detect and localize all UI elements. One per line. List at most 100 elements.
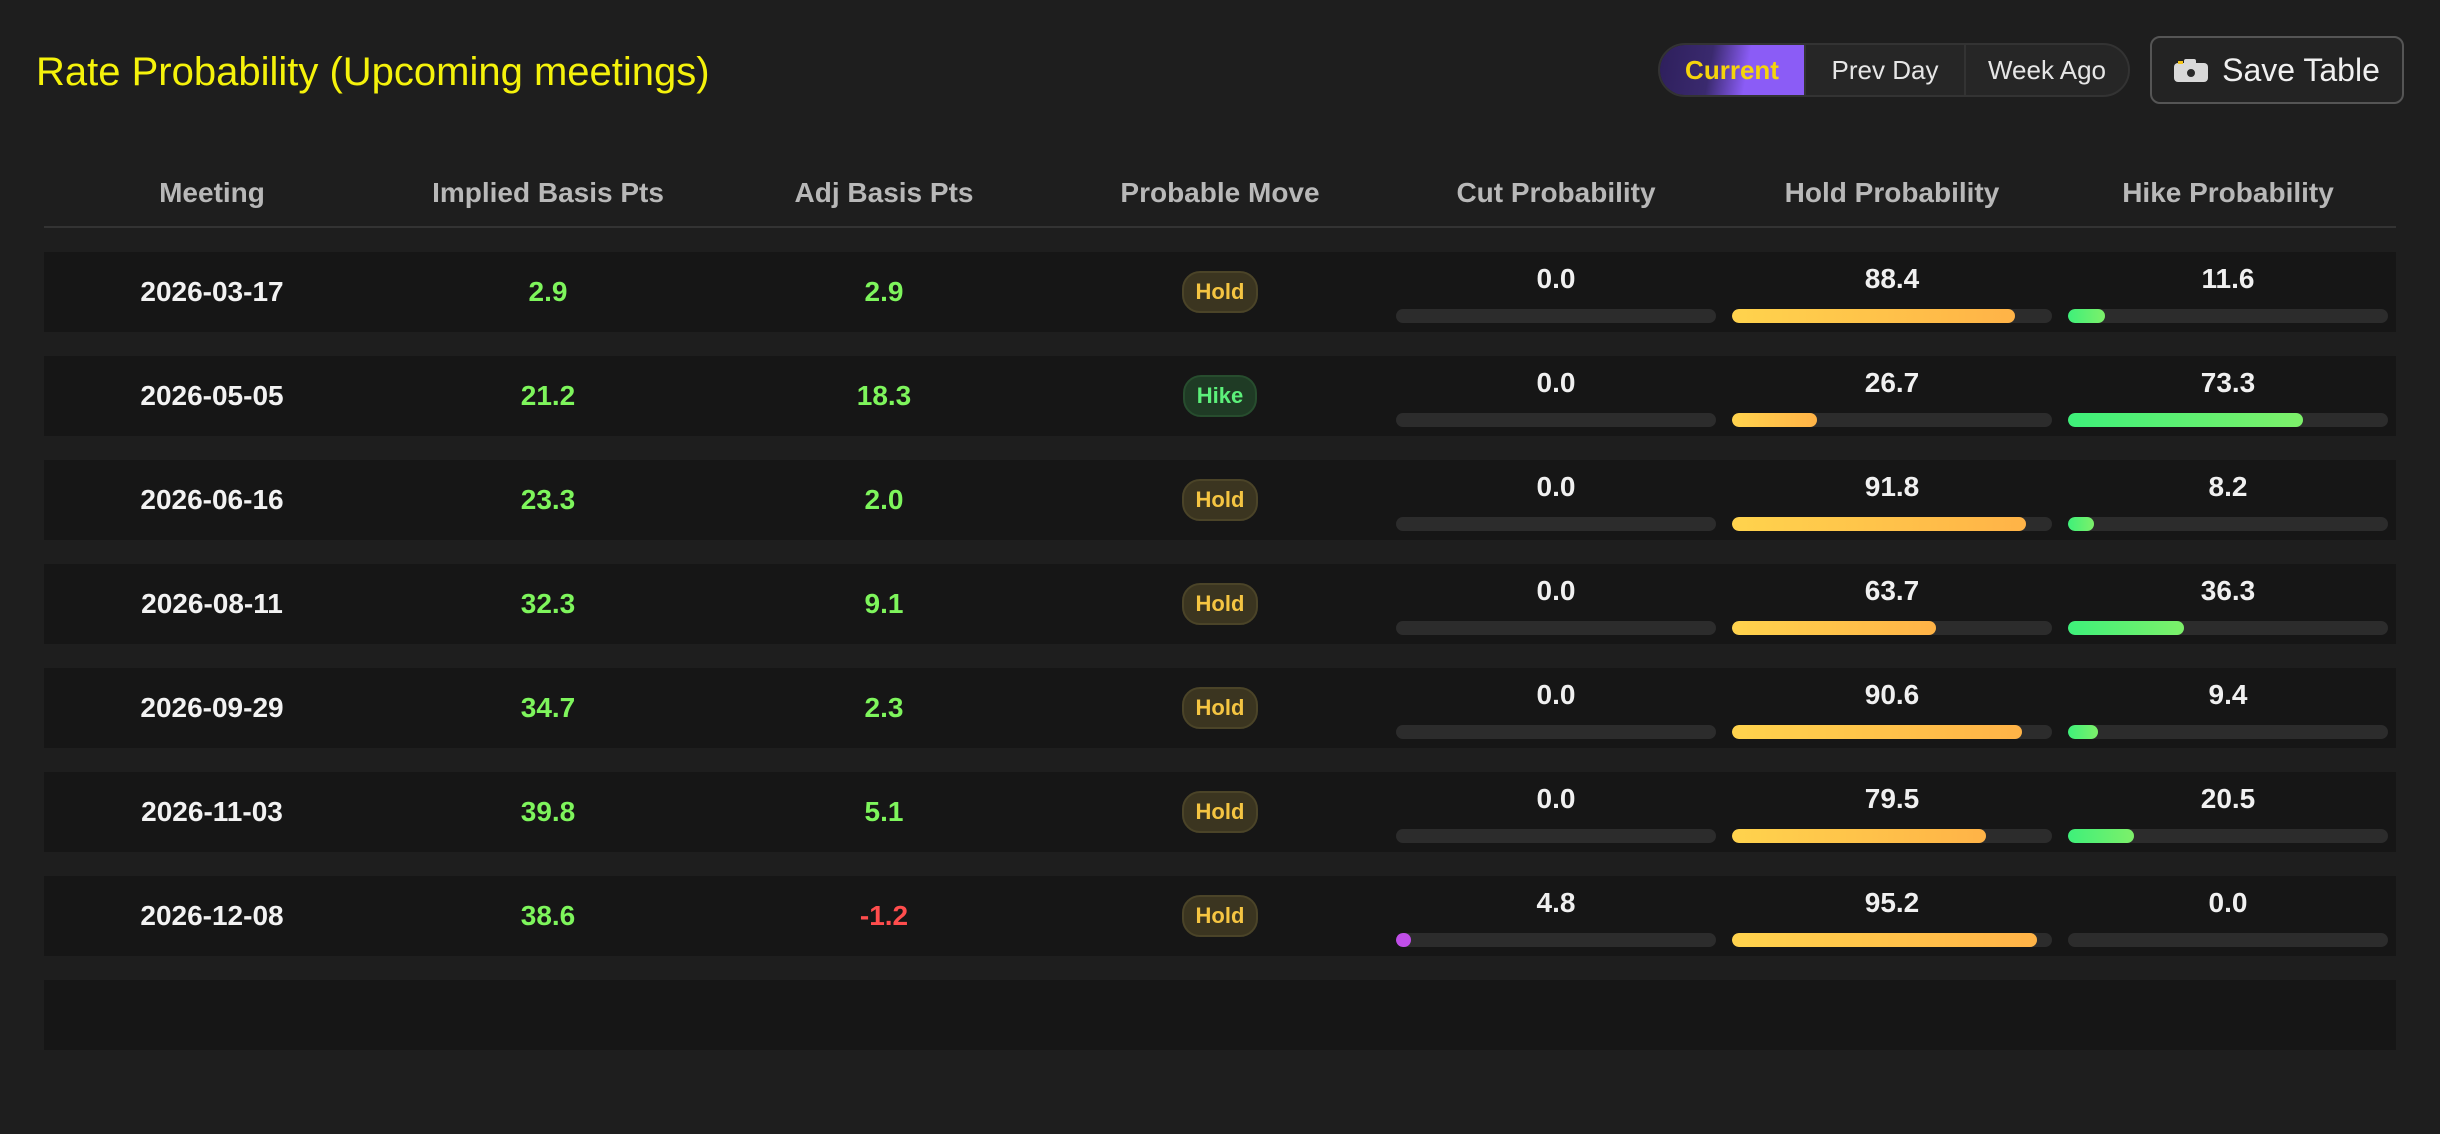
hold-probability-bar <box>1732 725 2052 739</box>
meeting-date: 2026-03-17 <box>44 252 380 332</box>
hold-probability-value: 90.6 <box>1864 679 1920 710</box>
implied-basis-pts: 2.9 <box>380 252 716 332</box>
hold-probability-value: 63.7 <box>1864 575 1920 606</box>
probable-move-badge: Hold <box>1181 479 1259 521</box>
view-toggle: Current Prev Day Week Ago <box>1658 43 2130 97</box>
hike-probability-bar <box>2068 725 2388 739</box>
probable-move-cell: Hold <box>1052 564 1388 644</box>
column-header-adj-basis-pts[interactable]: Adj Basis Pts <box>716 160 1052 228</box>
cut-probability-bar <box>1396 829 1716 843</box>
hike-probability-value: 36.3 <box>2200 575 2256 606</box>
table-row: 2026-05-05 21.2 18.3 Hike 0.0 26.7 73.3 <box>44 356 2396 436</box>
probable-move-badge: Hold <box>1181 271 1259 313</box>
meeting-date: 2026-05-05 <box>44 356 380 436</box>
hike-probability-bar-fill <box>2068 621 2185 635</box>
hold-probability-cell: 95.2 <box>1724 876 2060 956</box>
hold-probability-value: 91.8 <box>1864 471 1920 502</box>
hold-probability-value: 95.2 <box>1864 887 1920 918</box>
hold-probability-cell: 90.6 <box>1724 668 2060 748</box>
column-header-hike-probability[interactable]: Hike Probability <box>2060 160 2396 228</box>
meeting-date: 2026-08-11 <box>44 564 380 644</box>
meeting-date: 2026-06-16 <box>44 460 380 540</box>
page-title: Rate Probability (Upcoming meetings) <box>36 50 710 94</box>
implied-basis-pts: 38.6 <box>380 876 716 956</box>
hold-probability-value: 26.7 <box>1864 367 1920 398</box>
hike-probability-bar-fill <box>2068 517 2095 531</box>
cut-probability-value: 0.0 <box>1536 575 1576 606</box>
adj-basis-pts: 9.1 <box>716 564 1052 644</box>
meeting-date: 2026-09-29 <box>44 668 380 748</box>
column-header-implied-basis-pts[interactable]: Implied Basis Pts <box>380 160 716 228</box>
adj-basis-pts: -1.2 <box>716 876 1052 956</box>
cut-probability-value: 0.0 <box>1536 471 1576 502</box>
column-header-meeting[interactable]: Meeting <box>44 160 380 228</box>
hold-probability-bar <box>1732 309 2052 323</box>
cut-probability-cell: 0.0 <box>1388 564 1724 644</box>
implied-basis-pts: 32.3 <box>380 564 716 644</box>
implied-basis-pts: 39.8 <box>380 772 716 852</box>
probable-move-cell: Hold <box>1052 772 1388 852</box>
save-table-button[interactable]: Save Table <box>2150 36 2404 104</box>
cut-probability-bar <box>1396 725 1716 739</box>
hike-probability-cell: 11.6 <box>2060 252 2396 332</box>
hike-probability-bar <box>2068 829 2388 843</box>
probable-move-cell: Hold <box>1052 460 1388 540</box>
hold-probability-bar <box>1732 413 2052 427</box>
camera-icon <box>2174 58 2209 82</box>
adj-basis-pts: 5.1 <box>716 772 1052 852</box>
cut-probability-value: 0.0 <box>1536 367 1576 398</box>
probable-move-badge: Hold <box>1181 583 1259 625</box>
adj-basis-pts: 2.0 <box>716 460 1052 540</box>
adj-basis-pts: 2.3 <box>716 668 1052 748</box>
hold-probability-value: 79.5 <box>1864 783 1920 814</box>
hike-probability-value: 0.0 <box>2208 887 2248 918</box>
hike-probability-value: 11.6 <box>2201 263 2255 294</box>
probable-move-cell: Hold <box>1052 876 1388 956</box>
hike-probability-bar <box>2068 309 2388 323</box>
toggle-current[interactable]: Current <box>1660 45 1804 95</box>
hold-probability-bar <box>1732 517 2052 531</box>
probable-move-badge: Hold <box>1181 895 1259 937</box>
probable-move-badge: Hike <box>1182 375 1258 417</box>
cut-probability-bar <box>1396 517 1716 531</box>
hike-probability-value: 8.2 <box>2208 471 2248 502</box>
hold-probability-bar-fill <box>1732 829 1987 843</box>
hold-probability-bar-fill <box>1732 517 2026 531</box>
empty-table-row <box>44 980 2396 1050</box>
hike-probability-bar <box>2068 517 2388 531</box>
cut-probability-bar-fill <box>1396 933 1412 947</box>
cut-probability-cell: 0.0 <box>1388 460 1724 540</box>
cut-probability-value: 0.0 <box>1536 679 1576 710</box>
rate-probability-table: Meeting Implied Basis Pts Adj Basis Pts … <box>44 160 2396 1050</box>
cut-probability-value: 0.0 <box>1536 783 1576 814</box>
toggle-week-ago[interactable]: Week Ago <box>1964 45 2128 95</box>
cut-probability-bar <box>1396 413 1716 427</box>
cut-probability-bar <box>1396 621 1716 635</box>
implied-basis-pts: 23.3 <box>380 460 716 540</box>
table-body: 2026-03-17 2.9 2.9 Hold 0.0 88.4 11.6 2026-05-0… <box>44 228 2396 1050</box>
probable-move-cell: Hold <box>1052 668 1388 748</box>
toggle-prev-day[interactable]: Prev Day <box>1804 45 1964 95</box>
hike-probability-bar-fill <box>2068 413 2303 427</box>
hike-probability-bar <box>2068 621 2388 635</box>
hike-probability-value: 9.4 <box>2208 679 2248 710</box>
hold-probability-cell: 63.7 <box>1724 564 2060 644</box>
hold-probability-bar-fill <box>1732 725 2022 739</box>
implied-basis-pts: 34.7 <box>380 668 716 748</box>
hike-probability-bar <box>2068 933 2388 947</box>
probable-move-cell: Hike <box>1052 356 1388 436</box>
probable-move-badge: Hold <box>1181 791 1259 833</box>
implied-basis-pts: 21.2 <box>380 356 716 436</box>
hike-probability-value: 20.5 <box>2200 783 2256 814</box>
hike-probability-cell: 9.4 <box>2060 668 2396 748</box>
hold-probability-bar-fill <box>1732 413 1818 427</box>
hike-probability-cell: 20.5 <box>2060 772 2396 852</box>
table-row: 2026-09-29 34.7 2.3 Hold 0.0 90.6 9.4 <box>44 668 2396 748</box>
column-header-probable-move[interactable]: Probable Move <box>1052 160 1388 228</box>
cut-probability-cell: 0.0 <box>1388 356 1724 436</box>
meeting-date: 2026-11-03 <box>44 772 380 852</box>
cut-probability-bar <box>1396 933 1716 947</box>
hold-probability-cell: 91.8 <box>1724 460 2060 540</box>
column-header-hold-probability[interactable]: Hold Probability <box>1724 160 2060 228</box>
column-header-cut-probability[interactable]: Cut Probability <box>1388 160 1724 228</box>
